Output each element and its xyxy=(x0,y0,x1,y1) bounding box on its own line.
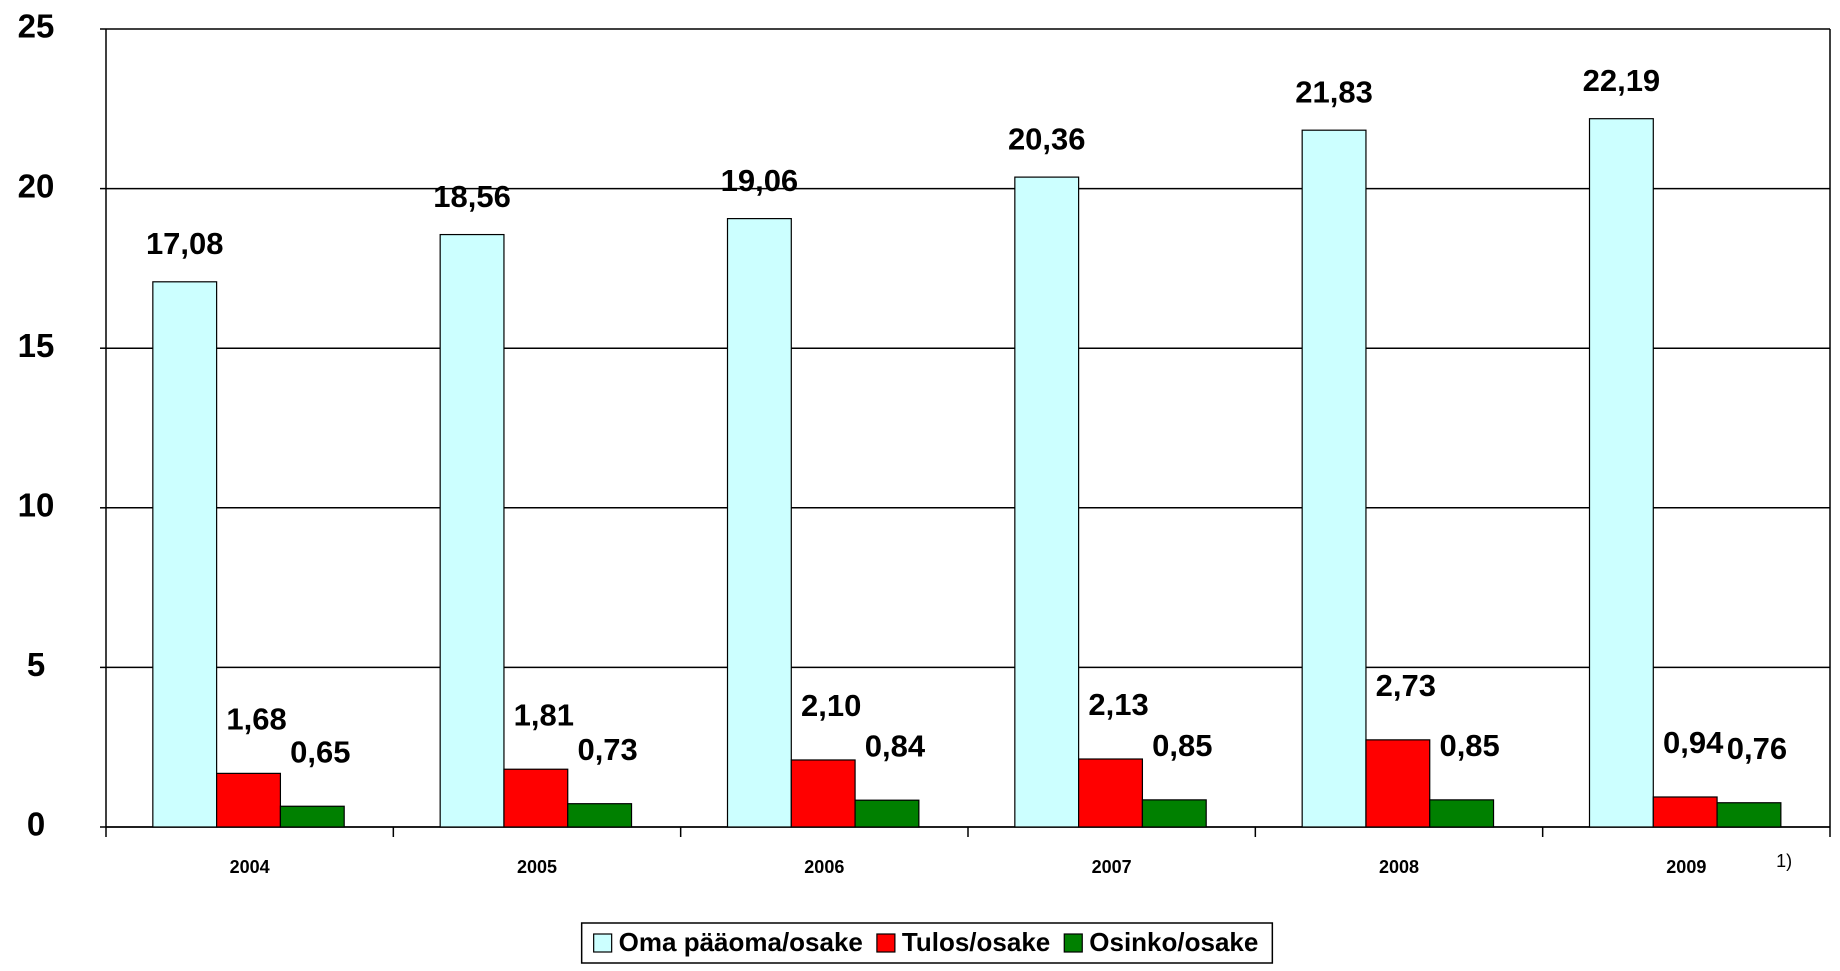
x-tick-label: 2009 xyxy=(1666,857,1706,877)
bar xyxy=(1366,740,1430,827)
y-tick-label: 20 xyxy=(18,167,55,204)
legend-label: Tulos/osake xyxy=(902,927,1050,957)
legend-swatch xyxy=(877,934,895,952)
data-label: 1,68 xyxy=(226,702,286,737)
data-label: 0,65 xyxy=(290,734,350,769)
bar xyxy=(728,219,792,827)
bar xyxy=(217,773,281,827)
bar xyxy=(280,806,344,827)
data-label: 17,08 xyxy=(146,226,224,261)
data-label: 2,13 xyxy=(1088,687,1148,722)
y-tick-label: 25 xyxy=(18,8,55,45)
data-label: 19,06 xyxy=(721,163,799,198)
bar xyxy=(1142,800,1206,827)
data-label: 0,73 xyxy=(577,732,637,767)
x-tick-label: 2004 xyxy=(230,857,270,877)
chart: 0 5 10 15 20 25 2004 17,08 1,680,65 2005 18,56 1,81… xyxy=(0,0,1840,966)
data-label: 0,85 xyxy=(1439,728,1499,763)
data-label: 0,85 xyxy=(1152,728,1212,763)
bar xyxy=(153,282,217,827)
x-tick-label: 2006 xyxy=(804,857,844,877)
data-label: 21,83 xyxy=(1295,74,1373,109)
y-tick-label: 5 xyxy=(27,646,45,683)
bar xyxy=(791,760,855,827)
data-label: 2,10 xyxy=(801,688,861,723)
data-label: 0,76 xyxy=(1727,731,1787,766)
bar xyxy=(1717,803,1781,827)
data-label: 0,94 xyxy=(1663,725,1724,760)
legend-label: Oma pääoma/osake xyxy=(619,927,863,957)
x-tick-label: 2008 xyxy=(1379,857,1419,877)
data-label: 0,84 xyxy=(865,728,926,763)
bar xyxy=(1302,130,1366,827)
data-label: 18,56 xyxy=(433,179,511,214)
x-tick-label: 2007 xyxy=(1092,857,1132,877)
bar xyxy=(1015,177,1079,827)
bar xyxy=(1590,119,1654,827)
data-label: 20,36 xyxy=(1008,121,1086,156)
bar xyxy=(1430,800,1494,827)
legend-label: Osinko/osake xyxy=(1089,927,1258,957)
bar xyxy=(440,235,504,827)
legend-swatch xyxy=(594,934,612,952)
bar xyxy=(568,804,632,827)
annotation: 1) xyxy=(1776,851,1792,871)
data-label: 22,19 xyxy=(1583,63,1661,98)
legend: Oma pääoma/osake Tulos/osake Osinko/osake xyxy=(582,923,1273,963)
y-tick-label: 0 xyxy=(27,806,45,843)
y-tick-label: 15 xyxy=(18,327,55,364)
data-label: 2,73 xyxy=(1376,668,1436,703)
legend-swatch xyxy=(1064,934,1082,952)
y-tick-label: 10 xyxy=(18,487,55,524)
data-label: 1,81 xyxy=(514,697,574,732)
bar xyxy=(504,769,568,827)
bar xyxy=(855,800,919,827)
bar xyxy=(1079,759,1143,827)
bar xyxy=(1653,797,1717,827)
x-tick-label: 2005 xyxy=(517,857,557,877)
